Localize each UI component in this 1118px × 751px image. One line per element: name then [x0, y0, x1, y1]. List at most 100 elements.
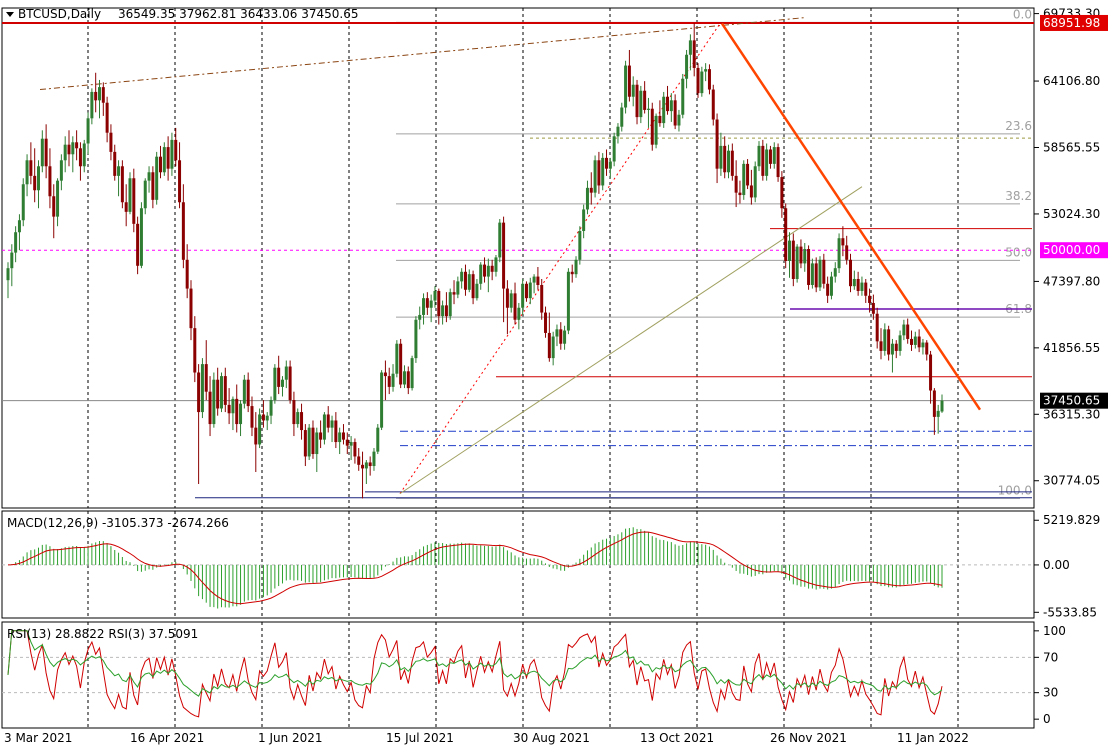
candle-body	[742, 163, 746, 196]
candle-body	[341, 432, 345, 440]
candle-body	[818, 259, 822, 288]
candle-body	[193, 328, 197, 373]
candle-body	[143, 180, 147, 209]
candle-body	[162, 147, 166, 173]
candle-body	[353, 442, 357, 457]
top-trendline	[39, 17, 806, 91]
candle-body	[178, 160, 182, 203]
candle-body	[860, 282, 864, 291]
candle-body	[887, 329, 891, 355]
x-tick-label: 3 Mar 2021	[4, 731, 72, 745]
candle-body	[197, 372, 201, 413]
candle-body	[78, 148, 82, 167]
candle-body	[242, 379, 246, 404]
candle-body	[158, 156, 162, 173]
candle-body	[315, 432, 319, 455]
candle-body	[239, 403, 243, 425]
candle-body	[155, 156, 159, 200]
candle-body	[719, 145, 723, 169]
macd-tick-label: 5219.829	[1043, 513, 1100, 527]
candle-body	[658, 115, 662, 124]
candle-body	[932, 390, 936, 417]
candle-body	[681, 78, 685, 115]
candle-body	[807, 249, 811, 285]
candle-body	[185, 259, 189, 289]
candle-body	[14, 232, 18, 253]
candle-body	[582, 209, 586, 232]
price-tag	[1040, 14, 1108, 31]
candle-body	[433, 290, 437, 301]
candle-body	[139, 208, 143, 266]
candle-body	[627, 65, 631, 97]
candle-body	[700, 71, 704, 94]
candle-body	[383, 372, 387, 377]
price-tag-label: 50000.00	[1043, 243, 1100, 257]
price-tag-label: 68951.98	[1043, 16, 1100, 30]
candle-body	[692, 40, 696, 68]
candle-body	[829, 276, 833, 296]
candle-body	[223, 376, 227, 405]
y-tick-label: 53024.30	[1043, 207, 1100, 221]
candle-body	[402, 371, 406, 385]
candle-body	[128, 178, 132, 212]
candle-body	[913, 336, 917, 345]
candle-body	[258, 414, 262, 445]
symbol-dropdown-icon[interactable]	[6, 12, 14, 17]
candle-body	[86, 118, 90, 144]
candle-body	[425, 298, 429, 308]
candle-body	[284, 366, 288, 380]
main-pane	[1, 7, 1035, 509]
candle-body	[597, 160, 601, 186]
candle-body	[776, 147, 780, 178]
candle-body	[883, 329, 887, 351]
candle-body	[273, 367, 277, 401]
candle-body	[917, 336, 921, 348]
y-tick-label: 41856.55	[1043, 341, 1100, 355]
price-tag	[1040, 242, 1108, 259]
ohlc-label: 36549.35 37962.81 36433.06 37450.65	[118, 7, 358, 21]
candle-body	[460, 271, 464, 282]
candle-body	[833, 268, 837, 277]
candle-body	[784, 208, 788, 261]
rsi-tick-label: 30	[1043, 686, 1058, 700]
candle-body	[696, 67, 700, 94]
candle-body	[410, 358, 414, 389]
candle-body	[322, 414, 326, 440]
candle-body	[319, 432, 323, 440]
candle-body	[910, 338, 914, 345]
candle-body	[685, 54, 689, 79]
candle-body	[368, 462, 372, 467]
candle-body	[570, 271, 574, 275]
y-tick-label: 36315.30	[1043, 407, 1100, 421]
y-tick-label: 64106.80	[1043, 74, 1100, 88]
candle-body	[780, 177, 784, 209]
candle-body	[666, 96, 670, 112]
candle-body	[437, 290, 441, 317]
candle-body	[303, 430, 307, 457]
rsi-tick-label: 70	[1043, 650, 1058, 664]
symbol-label[interactable]: BTCUSD,Daily	[18, 7, 101, 21]
candle-body	[624, 65, 628, 108]
candle-body	[94, 91, 98, 101]
candle-body	[643, 90, 647, 110]
fib-level-label: 38.2	[1005, 189, 1032, 203]
candle-body	[166, 147, 170, 169]
candle-body	[75, 142, 79, 149]
candle-body	[63, 144, 67, 161]
candle-body	[879, 341, 883, 351]
candle-body	[136, 223, 140, 266]
macd-series	[2, 527, 1034, 609]
candle-body	[227, 404, 231, 414]
candle-body	[444, 305, 448, 317]
candle-body	[650, 108, 654, 145]
candle-body	[395, 343, 399, 374]
candle-body	[475, 283, 479, 299]
candle-body	[151, 172, 155, 200]
macd-tick-label: 0.00	[1043, 558, 1070, 572]
macd-tick-label: -5533.85	[1043, 605, 1097, 619]
candle-body	[707, 69, 711, 90]
candle-body	[181, 202, 185, 260]
candle-body	[536, 276, 540, 285]
